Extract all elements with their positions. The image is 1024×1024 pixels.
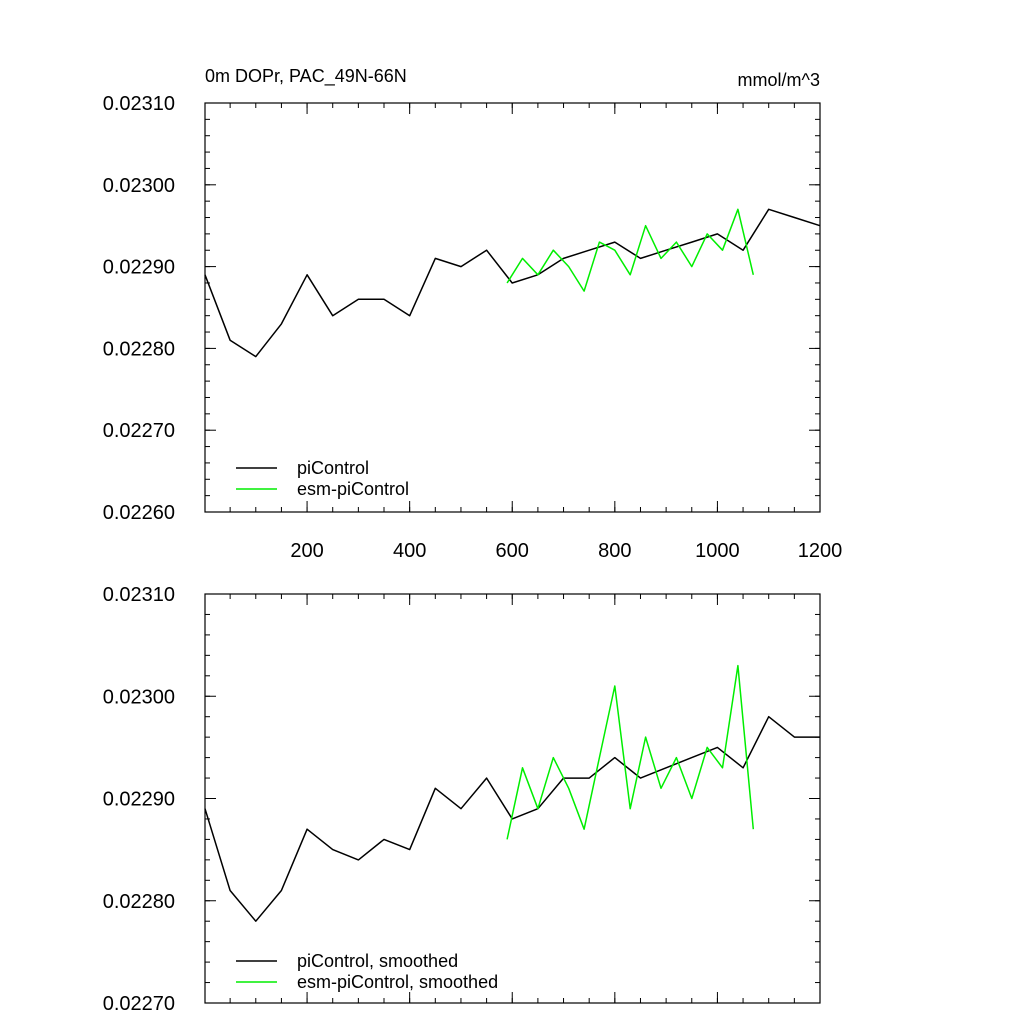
chart-title: 0m DOPr, PAC_49N-66N <box>205 66 407 87</box>
y-tick-label: 0.02260 <box>103 502 175 524</box>
y-tick-label: 0.02310 <box>103 584 175 606</box>
y-tick-label: 0.02280 <box>103 338 175 360</box>
legend-label-1: piControl, smoothed <box>297 951 458 971</box>
y-tick-label: 0.02280 <box>103 891 175 913</box>
legend-label-2: esm-piControl, smoothed <box>297 972 498 992</box>
x-tick-label: 1000 <box>695 540 740 562</box>
units-label: mmol/m^3 <box>738 70 820 90</box>
chart-panel-2: 0.02270 0.02280 0.02290 0.02300 0.02310 piCon… <box>103 584 821 1015</box>
series-line-2 <box>506 208 755 292</box>
x-tick-label: 600 <box>496 540 529 562</box>
x-tick-label: 200 <box>290 540 323 562</box>
x-tick-label: 400 <box>393 540 426 562</box>
y-tick-label: 0.02300 <box>103 175 175 197</box>
y-tick-label: 0.02300 <box>103 686 175 708</box>
series-line-1 <box>204 208 821 358</box>
plot-frame <box>204 593 821 1004</box>
series-line-1 <box>204 715 820 922</box>
y-tick-label: 0.02290 <box>103 789 175 811</box>
series-line-2 <box>506 664 755 840</box>
x-tick-label: 800 <box>598 540 631 562</box>
y-tick-label: 0.02290 <box>103 257 175 279</box>
y-tick-label: 0.02310 <box>103 93 175 115</box>
legend-label-2: esm-piControl <box>297 479 409 499</box>
legend-label-1: piControl <box>297 458 369 478</box>
plot-frame <box>204 102 821 513</box>
y-tick-label: 0.02270 <box>103 420 175 442</box>
y-tick-label: 0.02270 <box>103 993 175 1015</box>
x-tick-label: 1200 <box>798 540 843 562</box>
chart-panel-1: 0.02260 0.02270 0.02280 0.02290 0.02300 0.023… <box>103 66 843 562</box>
